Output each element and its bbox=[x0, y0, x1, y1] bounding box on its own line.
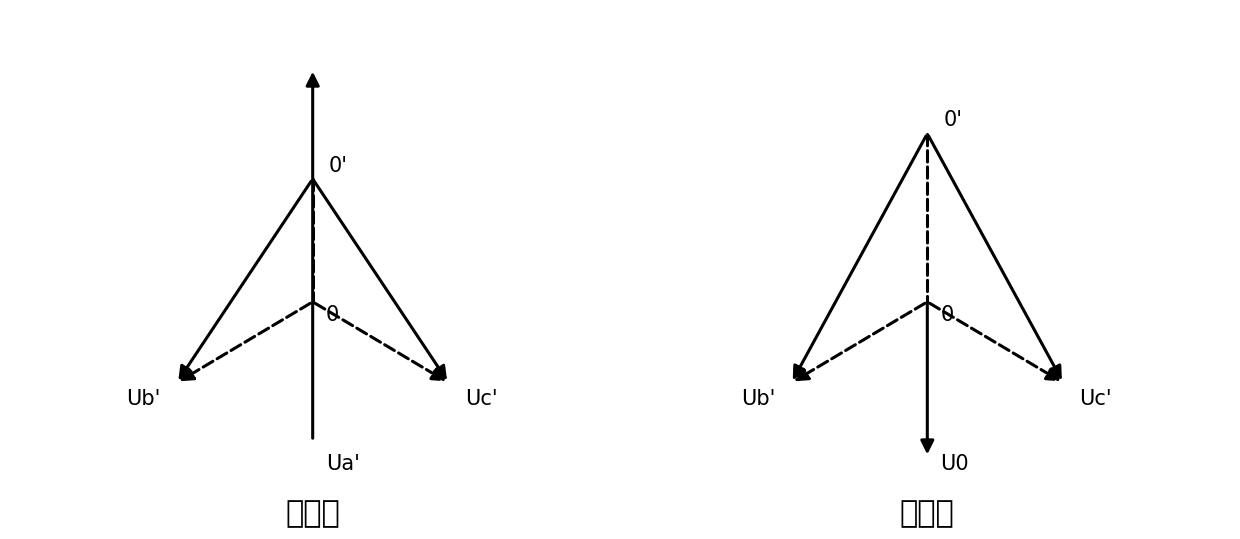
Text: 0: 0 bbox=[326, 305, 339, 325]
Text: Ub': Ub' bbox=[126, 389, 161, 409]
Text: 负荷侧: 负荷侧 bbox=[900, 499, 955, 528]
Text: Ub': Ub' bbox=[740, 389, 775, 409]
Text: Uc': Uc' bbox=[465, 389, 497, 409]
Text: 0': 0' bbox=[944, 110, 962, 130]
Text: Uc': Uc' bbox=[1079, 389, 1112, 409]
Text: U0: U0 bbox=[940, 454, 968, 474]
Text: 0: 0 bbox=[940, 305, 954, 325]
Text: Ua': Ua' bbox=[326, 454, 360, 474]
Text: 电源侧: 电源侧 bbox=[285, 499, 340, 528]
Text: 0': 0' bbox=[329, 156, 348, 176]
